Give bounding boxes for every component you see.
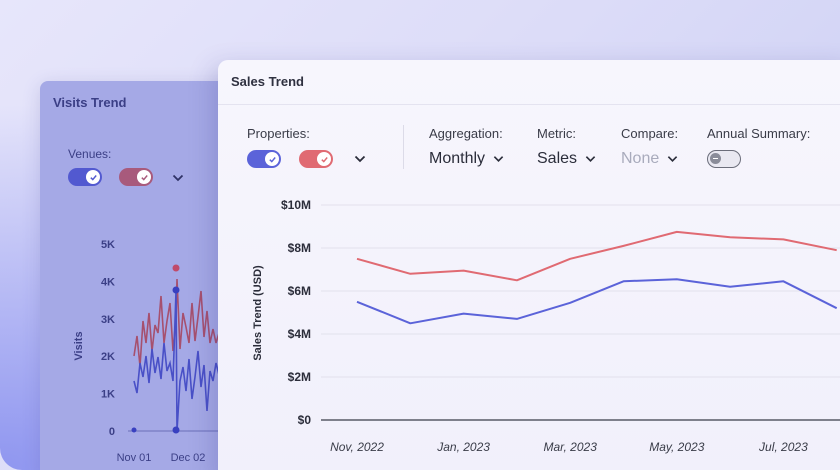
venues-label: Venues: bbox=[68, 147, 112, 161]
sales-trend-chart: $10M $8M $6M $4M $2M $0 Nov, 2022 Jan, 2023 Mar… bbox=[252, 198, 840, 454]
venues-chevron-down-icon[interactable] bbox=[172, 174, 184, 182]
sales-trend-card: Sales Trend Properties: Aggregation: Mon… bbox=[218, 60, 840, 470]
compare-label: Compare: bbox=[621, 126, 679, 141]
y-tick-label: $8M bbox=[288, 241, 311, 255]
aggregation-label: Aggregation: bbox=[429, 126, 503, 141]
controls-divider bbox=[403, 125, 404, 169]
visits-x-tick-0: Nov 01 bbox=[117, 452, 152, 464]
x-tick-label: Jul, 2023 bbox=[758, 440, 808, 454]
y-tick-label: $6M bbox=[288, 284, 311, 298]
series-line-0[interactable] bbox=[356, 230, 837, 282]
series-line-1[interactable] bbox=[356, 278, 838, 325]
check-icon bbox=[137, 170, 151, 184]
visits-x-tick-1: Dec 02 bbox=[171, 452, 206, 464]
check-icon bbox=[86, 170, 100, 184]
metric-select[interactable]: Sales bbox=[537, 150, 596, 168]
x-tick-label: Jan, 2023 bbox=[436, 440, 490, 454]
visits-peak-marker-a[interactable] bbox=[172, 286, 180, 294]
y-tick-label: $10M bbox=[281, 198, 311, 212]
y-tick-label: $2M bbox=[288, 370, 311, 384]
visits-y-tick-5: 0 bbox=[109, 426, 115, 438]
y-tick-label: $4M bbox=[288, 327, 311, 341]
properties-chevron-down-icon[interactable] bbox=[354, 155, 366, 163]
chevron-down-icon bbox=[585, 156, 596, 163]
metric-label: Metric: bbox=[537, 126, 576, 141]
visits-series-a-line bbox=[133, 290, 229, 432]
check-icon bbox=[317, 152, 331, 166]
properties-label: Properties: bbox=[247, 126, 310, 141]
annual-summary-toggle[interactable] bbox=[707, 150, 741, 168]
chevron-down-icon bbox=[493, 156, 504, 163]
sales-y-axis-label: Sales Trend (USD) bbox=[252, 265, 264, 361]
x-tick-label: May, 2023 bbox=[649, 440, 704, 454]
visits-y-axis-label: Visits bbox=[73, 331, 85, 360]
visits-y-tick-3: 2K bbox=[101, 351, 115, 363]
visits-peak-marker-b[interactable] bbox=[172, 264, 180, 272]
annual-summary-label: Annual Summary: bbox=[707, 126, 811, 141]
aggregation-value: Monthly bbox=[429, 150, 486, 167]
venue-toggle-2[interactable] bbox=[119, 168, 153, 186]
compare-select[interactable]: None bbox=[621, 150, 678, 168]
x-tick-label: Mar, 2023 bbox=[544, 440, 598, 454]
check-icon bbox=[265, 152, 279, 166]
venue-toggle-1[interactable] bbox=[68, 168, 102, 186]
visits-trend-title: Visits Trend bbox=[53, 95, 127, 110]
property-toggle-red[interactable] bbox=[299, 150, 333, 168]
aggregation-select[interactable]: Monthly bbox=[429, 150, 504, 168]
compare-value: None bbox=[621, 150, 660, 167]
header-divider bbox=[218, 104, 840, 105]
visits-series-b-line bbox=[133, 278, 229, 367]
property-toggle-blue[interactable] bbox=[247, 150, 281, 168]
visits-base-marker-b bbox=[131, 427, 137, 433]
visits-y-tick-0: 5K bbox=[101, 239, 115, 251]
visits-y-tick-1: 4K bbox=[101, 276, 115, 288]
visits-y-tick-4: 1K bbox=[101, 389, 115, 401]
visits-base-marker-a[interactable] bbox=[172, 426, 180, 434]
metric-value: Sales bbox=[537, 150, 578, 167]
sales-trend-title: Sales Trend bbox=[231, 74, 304, 89]
x-tick-label: Nov, 2022 bbox=[330, 440, 384, 454]
visits-y-tick-2: 3K bbox=[101, 314, 115, 326]
y-tick-label: $0 bbox=[298, 413, 312, 427]
minus-icon bbox=[710, 153, 721, 164]
chevron-down-icon bbox=[668, 156, 678, 163]
